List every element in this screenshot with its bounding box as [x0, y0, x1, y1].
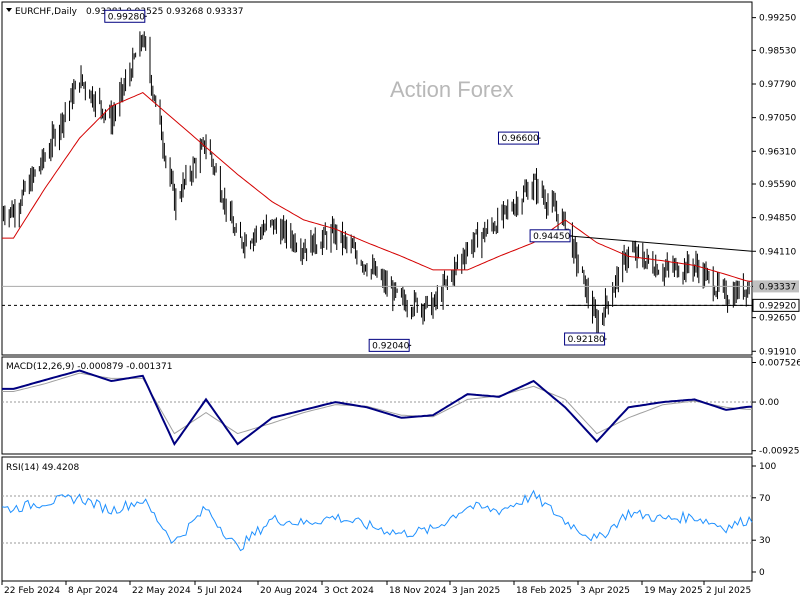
x-tick-label: 22 Feb 2024 [4, 586, 60, 596]
price-overlays [2, 235, 753, 306]
rsi-line [1, 489, 753, 552]
price-tick-label: 0.94850 [759, 214, 796, 224]
rsi-tick-label: 30 [759, 536, 771, 546]
price-y-axis: 0.99250 0.98530 0.97790 0.97050 0.96310 0.955… [752, 14, 800, 357]
price-annotations: 0.99280 0.92040 0.96600 0.94450 0.92180 [104, 9, 607, 352]
annotation-label: 0.94450 [533, 232, 570, 242]
annotation-label: 0.92180 [568, 335, 605, 345]
annotation-box [564, 332, 606, 346]
rsi-tick-label: 70 [759, 494, 771, 504]
price-panel-frame [1, 1, 753, 356]
macd-tick-label: 0.00 [759, 398, 779, 408]
x-tick-label: 19 May 2025 [644, 586, 703, 596]
annotation-label: 0.92040 [372, 341, 409, 351]
annotation-box [497, 131, 539, 145]
macd-panel-frame [1, 356, 753, 455]
x-tick-label: 20 Aug 2024 [260, 586, 318, 596]
macd-main-line [2, 369, 752, 447]
annotation-box [104, 9, 146, 23]
price-tick-label: 0.97050 [759, 114, 796, 124]
macd-title: MACD(12,26,9) -0.000879 -0.001371 [6, 362, 172, 372]
trendline-upper [568, 235, 753, 252]
price-tick-label: 0.97790 [759, 80, 796, 90]
annotation-label: 0.99280 [108, 12, 145, 22]
price-tick-label: 0.99250 [759, 14, 796, 24]
price-tick-label: 0.92650 [759, 314, 796, 324]
rsi-panel-frame [1, 456, 753, 582]
price-candles [1, 31, 750, 337]
price-tag-box [753, 280, 799, 293]
macd-tick-label: 0.007526 [759, 358, 800, 368]
price-tick-label: 0.92920 [759, 301, 796, 311]
chevron-down-icon[interactable] [6, 8, 12, 12]
x-tick-label: 22 May 2024 [132, 586, 191, 596]
price-tick-label: 0.91910 [759, 347, 796, 357]
rsi-y-axis: 100 70 30 0 [752, 462, 776, 578]
x-tick-label: 5 Jul 2024 [197, 586, 242, 596]
x-tick-label: 3 Apr 2025 [580, 586, 630, 596]
x-tick-label: 2 Jul 2025 [706, 586, 751, 596]
macd-y-axis: 0.007526 0.00 -0.009252 [752, 358, 800, 457]
annotation-label: 0.96600 [501, 134, 538, 144]
watermark-text: Action Forex [390, 77, 514, 102]
rsi-tick-label: 100 [759, 462, 776, 472]
price-tag-box [752, 298, 800, 312]
ohlc-readout: 0.93381 0.93525 0.93268 0.93337 [86, 7, 243, 17]
rsi-title: RSI(14) 49.4208 [6, 463, 79, 473]
price-tick-label: 0.95590 [759, 180, 796, 190]
price-tick-label: 0.98530 [759, 46, 796, 56]
x-tick-label: 8 Apr 2024 [68, 586, 118, 596]
x-tick-label: 3 Jan 2025 [452, 586, 500, 596]
x-tick-label: 18 Feb 2025 [516, 586, 572, 596]
x-tick-label: 18 Nov 2024 [389, 586, 447, 596]
x-axis: 22 Feb 2024 8 Apr 2024 22 May 2024 5 Jul 20… [1, 581, 751, 596]
macd-tick-label: -0.009252 [759, 447, 800, 457]
rsi-tick-label: 0 [759, 568, 765, 578]
symbol-label: EURCHF,Daily [15, 7, 78, 17]
price-tick-label: 0.94110 [759, 247, 796, 257]
price-tick-label: 0.96310 [759, 147, 796, 157]
annotation-box [529, 229, 571, 243]
price-tick-label: 0.93337 [759, 282, 796, 292]
annotation-box [368, 338, 410, 352]
moving-average-line [2, 92, 752, 282]
x-tick-label: 3 Oct 2024 [324, 586, 374, 596]
